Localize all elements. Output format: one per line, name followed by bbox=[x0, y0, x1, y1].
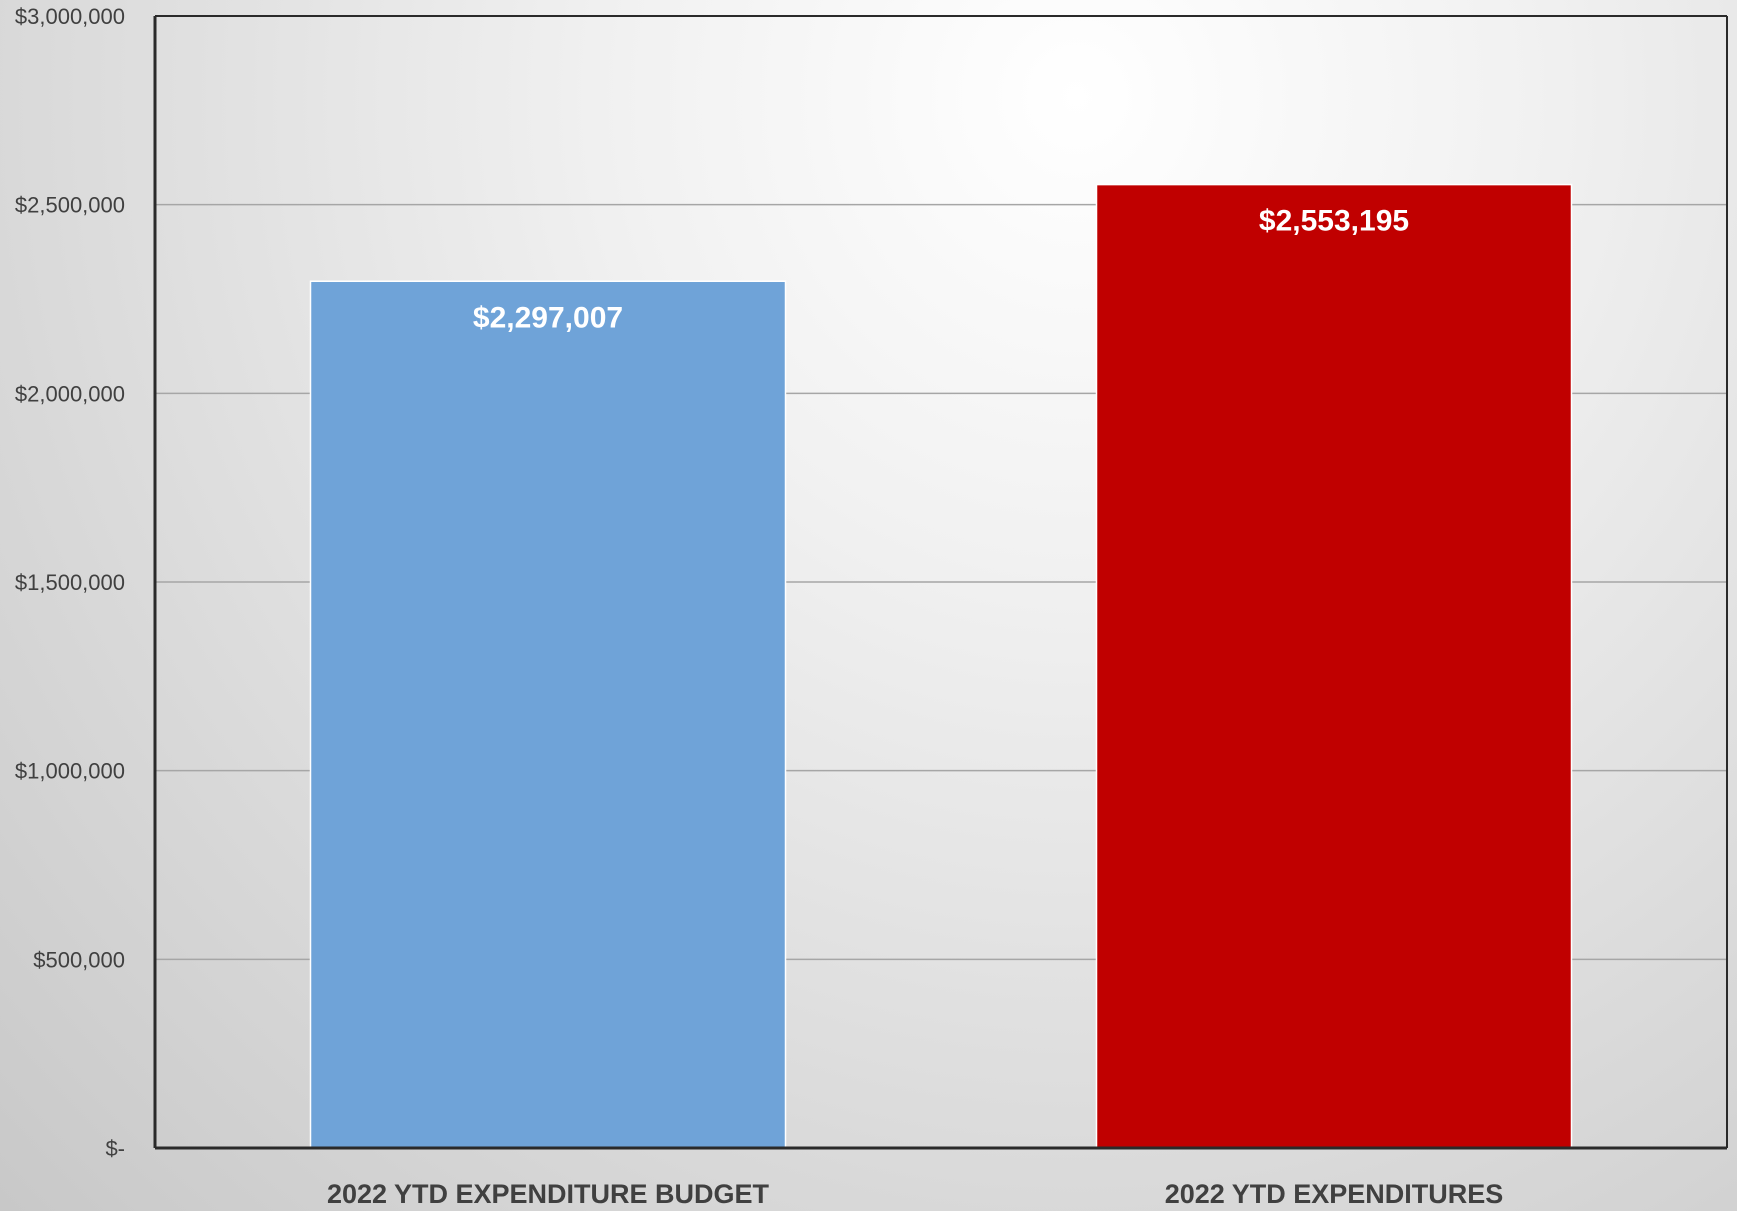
y-tick-label: $- bbox=[105, 1136, 125, 1161]
y-tick-label: $1,000,000 bbox=[15, 759, 125, 784]
bar-2 bbox=[1095, 183, 1573, 1149]
data-label: $2,297,007 bbox=[473, 301, 623, 334]
y-tick-label: $500,000 bbox=[33, 947, 125, 972]
data-labels: $2,297,007 $2,553,195 bbox=[473, 205, 1409, 335]
x-category-label: 2022 YTD EXPENDITURES bbox=[1165, 1179, 1504, 1209]
y-tick-label: $2,500,000 bbox=[15, 193, 125, 218]
y-tick-label: $2,000,000 bbox=[15, 381, 125, 406]
y-tick-label: $1,500,000 bbox=[15, 570, 125, 595]
y-tick-label: $3,000,000 bbox=[15, 4, 125, 29]
bars bbox=[309, 183, 1573, 1149]
bar-1 bbox=[309, 280, 787, 1149]
x-tick-labels: 2022 YTD EXPENDITURE BUDGET 2022 YTD EXPE… bbox=[327, 1179, 1503, 1209]
data-label: $2,553,195 bbox=[1259, 205, 1409, 238]
axes bbox=[153, 15, 1728, 1150]
x-category-label: 2022 YTD EXPENDITURE BUDGET bbox=[327, 1179, 770, 1209]
y-tick-labels: $- $500,000 $1,000,000 $1,500,000 $2,000,000… bbox=[15, 4, 125, 1161]
